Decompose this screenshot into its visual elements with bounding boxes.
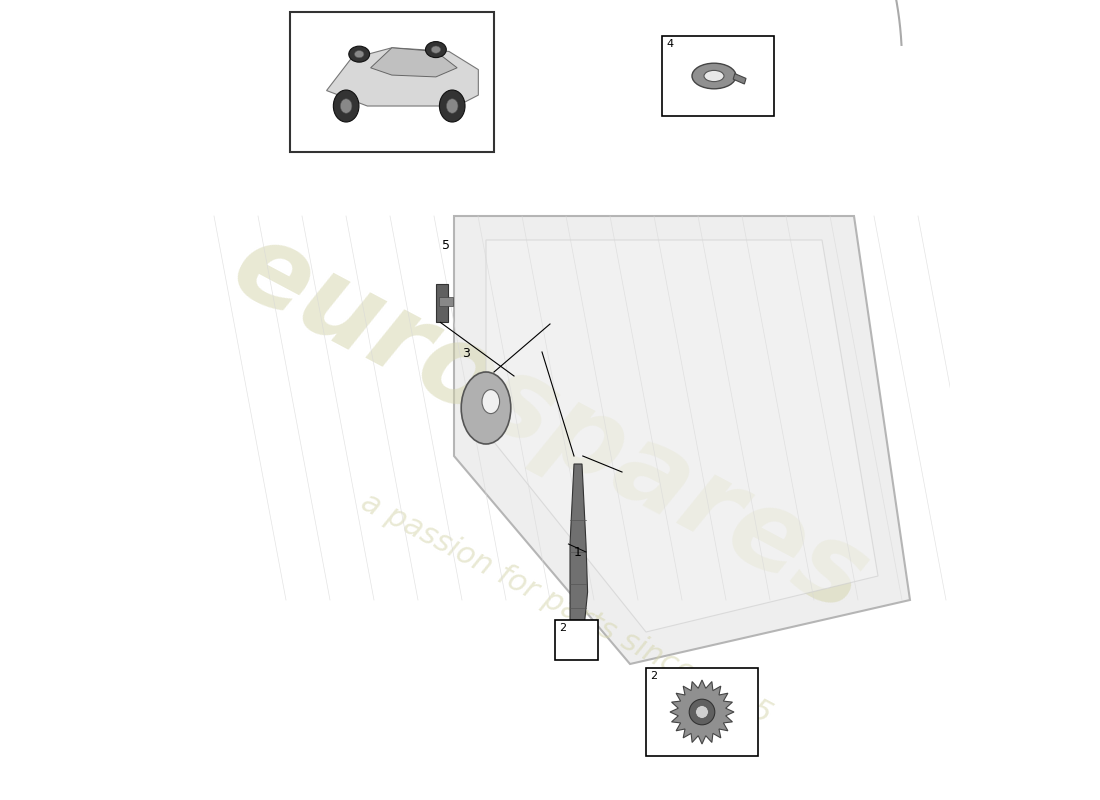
Text: 1: 1 [574, 546, 582, 558]
Ellipse shape [426, 42, 447, 58]
Ellipse shape [461, 372, 510, 444]
Ellipse shape [447, 99, 458, 114]
Ellipse shape [439, 90, 465, 122]
Polygon shape [570, 464, 587, 624]
Bar [436, 284, 448, 322]
Circle shape [690, 699, 715, 725]
Ellipse shape [333, 90, 359, 122]
Ellipse shape [704, 70, 724, 82]
Text: 2: 2 [650, 671, 657, 681]
Bar [662, 36, 774, 116]
Polygon shape [371, 48, 458, 77]
Text: 4: 4 [666, 39, 673, 50]
Ellipse shape [354, 50, 364, 58]
Text: 5: 5 [442, 239, 450, 252]
Ellipse shape [482, 390, 499, 414]
Ellipse shape [692, 63, 736, 89]
Text: 3: 3 [462, 347, 470, 360]
Polygon shape [670, 680, 734, 744]
Polygon shape [734, 74, 746, 84]
Circle shape [695, 706, 708, 718]
Ellipse shape [340, 99, 352, 114]
Ellipse shape [349, 46, 370, 62]
Text: eurospares: eurospares [214, 212, 886, 636]
Ellipse shape [431, 46, 441, 53]
Text: 2: 2 [559, 623, 565, 634]
Text: a passion for parts since 1985: a passion for parts since 1985 [355, 487, 777, 729]
Polygon shape [486, 240, 878, 632]
Polygon shape [327, 48, 478, 106]
Polygon shape [454, 216, 910, 664]
Bar [290, 12, 494, 152]
Ellipse shape [569, 622, 587, 638]
Bar [646, 668, 758, 756]
Bar [439, 297, 453, 306]
Bar [554, 620, 598, 660]
